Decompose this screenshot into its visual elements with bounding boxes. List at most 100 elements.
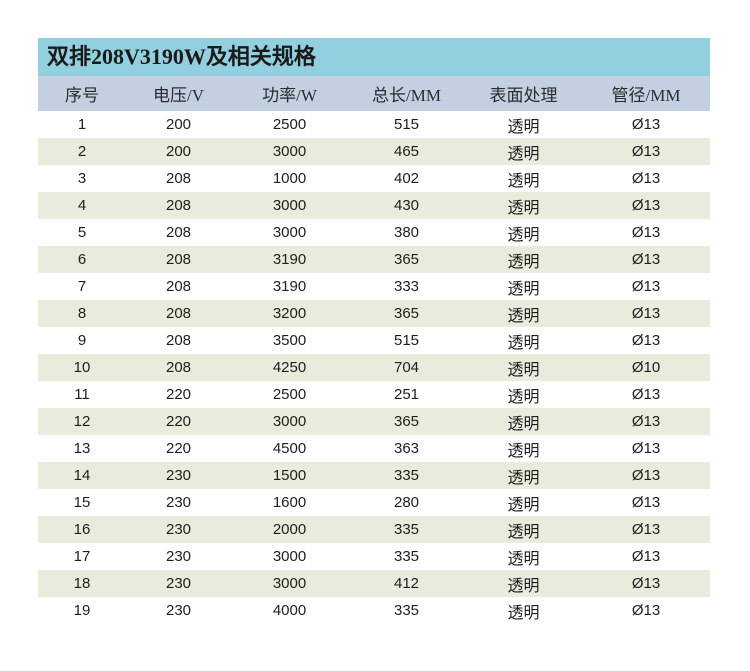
cell-voltage: 230 (126, 462, 231, 489)
cell-index: 14 (38, 462, 126, 489)
cell-voltage: 220 (126, 381, 231, 408)
table-row: 4 208 3000 430 透明 Ø13 (38, 192, 711, 219)
cell-surface: 透明 (465, 273, 582, 300)
cell-tube: Ø10 (582, 354, 711, 381)
cell-index: 12 (38, 408, 126, 435)
cell-surface: 透明 (465, 516, 582, 543)
cell-tube: Ø13 (582, 570, 711, 597)
table-row: 7 208 3190 333 透明 Ø13 (38, 273, 711, 300)
cell-length: 430 (348, 192, 465, 219)
table-title: 双排208V3190W及相关规格 (47, 43, 316, 69)
table-row: 18 230 3000 412 透明 Ø13 (38, 570, 711, 597)
cell-tube: Ø13 (582, 138, 711, 165)
cell-voltage: 230 (126, 516, 231, 543)
cell-voltage: 208 (126, 273, 231, 300)
table-row: 8 208 3200 365 透明 Ø13 (38, 300, 711, 327)
cell-tube: Ø13 (582, 516, 711, 543)
cell-length: 335 (348, 462, 465, 489)
cell-power: 1500 (231, 462, 348, 489)
column-header-length: 总长/MM (348, 76, 465, 111)
cell-power: 4250 (231, 354, 348, 381)
cell-power: 3000 (231, 138, 348, 165)
cell-tube: Ø13 (582, 300, 711, 327)
cell-index: 5 (38, 219, 126, 246)
table-title-cell: 双排208V3190W及相关规格 (38, 38, 711, 76)
cell-voltage: 208 (126, 219, 231, 246)
cell-length: 380 (348, 219, 465, 246)
cell-surface: 透明 (465, 327, 582, 354)
cell-index: 7 (38, 273, 126, 300)
cell-length: 465 (348, 138, 465, 165)
cell-index: 1 (38, 111, 126, 138)
cell-tube: Ø13 (582, 327, 711, 354)
cell-index: 19 (38, 597, 126, 624)
cell-tube: Ø13 (582, 111, 711, 138)
cell-power: 4500 (231, 435, 348, 462)
table-row: 15 230 1600 280 透明 Ø13 (38, 489, 711, 516)
cell-tube: Ø13 (582, 192, 711, 219)
cell-surface: 透明 (465, 111, 582, 138)
cell-tube: Ø13 (582, 381, 711, 408)
table-body: 1 200 2500 515 透明 Ø13 2 200 3000 465 透明 Ø13 3 208 1000… (38, 111, 711, 624)
table-row: 12 220 3000 365 透明 Ø13 (38, 408, 711, 435)
cell-voltage: 208 (126, 246, 231, 273)
cell-surface: 透明 (465, 435, 582, 462)
cell-length: 704 (348, 354, 465, 381)
cell-voltage: 208 (126, 354, 231, 381)
cell-surface: 透明 (465, 246, 582, 273)
table-row: 14 230 1500 335 透明 Ø13 (38, 462, 711, 489)
table-row: 6 208 3190 365 透明 Ø13 (38, 246, 711, 273)
table-row: 19 230 4000 335 透明 Ø13 (38, 597, 711, 624)
column-header-surface: 表面处理 (465, 76, 582, 111)
column-header-tube: 管径/MM (582, 76, 711, 111)
cell-index: 17 (38, 543, 126, 570)
table-header-row: 序号 电压/V 功率/W 总长/MM 表面处理 管径/MM (38, 76, 711, 111)
table-row: 13 220 4500 363 透明 Ø13 (38, 435, 711, 462)
cell-length: 335 (348, 543, 465, 570)
cell-tube: Ø13 (582, 462, 711, 489)
cell-power: 3000 (231, 570, 348, 597)
cell-index: 6 (38, 246, 126, 273)
cell-index: 9 (38, 327, 126, 354)
table-row: 17 230 3000 335 透明 Ø13 (38, 543, 711, 570)
cell-length: 515 (348, 111, 465, 138)
table-row: 3 208 1000 402 透明 Ø13 (38, 165, 711, 192)
table-head: 双排208V3190W及相关规格 序号 电压/V 功率/W 总长/MM 表面处理… (38, 38, 711, 111)
column-header-voltage: 电压/V (126, 76, 231, 111)
column-header-power: 功率/W (231, 76, 348, 111)
cell-tube: Ø13 (582, 597, 711, 624)
cell-tube: Ø13 (582, 246, 711, 273)
cell-surface: 透明 (465, 597, 582, 624)
cell-length: 333 (348, 273, 465, 300)
cell-index: 8 (38, 300, 126, 327)
cell-voltage: 208 (126, 165, 231, 192)
cell-voltage: 220 (126, 408, 231, 435)
cell-power: 3000 (231, 408, 348, 435)
cell-length: 365 (348, 300, 465, 327)
cell-surface: 透明 (465, 462, 582, 489)
cell-length: 402 (348, 165, 465, 192)
cell-tube: Ø13 (582, 435, 711, 462)
cell-voltage: 230 (126, 543, 231, 570)
cell-power: 3500 (231, 327, 348, 354)
table-row: 11 220 2500 251 透明 Ø13 (38, 381, 711, 408)
cell-index: 15 (38, 489, 126, 516)
column-header-index: 序号 (38, 76, 126, 111)
cell-surface: 透明 (465, 489, 582, 516)
cell-power: 1000 (231, 165, 348, 192)
cell-voltage: 220 (126, 435, 231, 462)
cell-index: 13 (38, 435, 126, 462)
cell-index: 10 (38, 354, 126, 381)
cell-surface: 透明 (465, 381, 582, 408)
cell-index: 16 (38, 516, 126, 543)
cell-tube: Ø13 (582, 165, 711, 192)
cell-tube: Ø13 (582, 408, 711, 435)
cell-index: 11 (38, 381, 126, 408)
cell-power: 3000 (231, 543, 348, 570)
cell-power: 3000 (231, 192, 348, 219)
cell-voltage: 208 (126, 300, 231, 327)
cell-index: 3 (38, 165, 126, 192)
cell-length: 335 (348, 597, 465, 624)
cell-voltage: 208 (126, 327, 231, 354)
cell-index: 18 (38, 570, 126, 597)
